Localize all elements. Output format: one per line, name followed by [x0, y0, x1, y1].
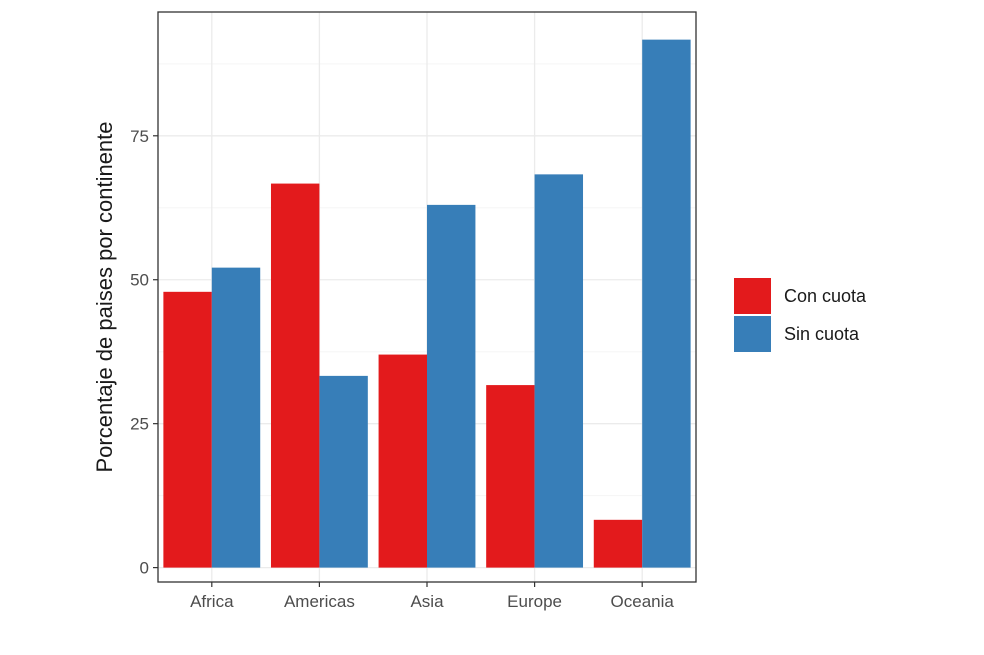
bar-africa-sin-cuota: [211, 267, 261, 568]
bar-asia-sin-cuota: [427, 204, 476, 568]
legend-label: Sin cuota: [784, 324, 860, 344]
bar-africa-con-cuota: [163, 291, 212, 568]
bar-oceania-con-cuota: [593, 519, 643, 568]
x-tick-label: Asia: [410, 592, 444, 611]
x-tick-label: Americas: [284, 592, 355, 611]
bar-europe-sin-cuota: [534, 174, 584, 568]
x-axis: Africa Americas Asia Europe Oceania: [190, 582, 674, 611]
y-axis-title: Porcentaje de paises por continente: [92, 121, 117, 472]
bars: [163, 39, 691, 568]
bar-europe-con-cuota: [486, 385, 535, 568]
x-tick-label: Africa: [190, 592, 234, 611]
bar-americas-sin-cuota: [319, 375, 368, 568]
y-tick-label: 0: [140, 559, 149, 578]
bar-americas-con-cuota: [270, 183, 320, 568]
legend-key: [734, 316, 771, 352]
bar-asia-con-cuota: [378, 354, 427, 568]
y-axis: 0 25 50 75: [130, 127, 158, 578]
legend-key: [734, 278, 771, 314]
y-tick-label: 75: [130, 127, 149, 146]
y-tick-label: 25: [130, 415, 149, 434]
x-tick-label: Oceania: [611, 592, 675, 611]
y-tick-label: 50: [130, 271, 149, 290]
x-tick-label: Europe: [507, 592, 562, 611]
legend-label: Con cuota: [784, 286, 867, 306]
bar-oceania-sin-cuota: [642, 39, 691, 568]
legend: Con cuota Sin cuota: [734, 278, 867, 352]
